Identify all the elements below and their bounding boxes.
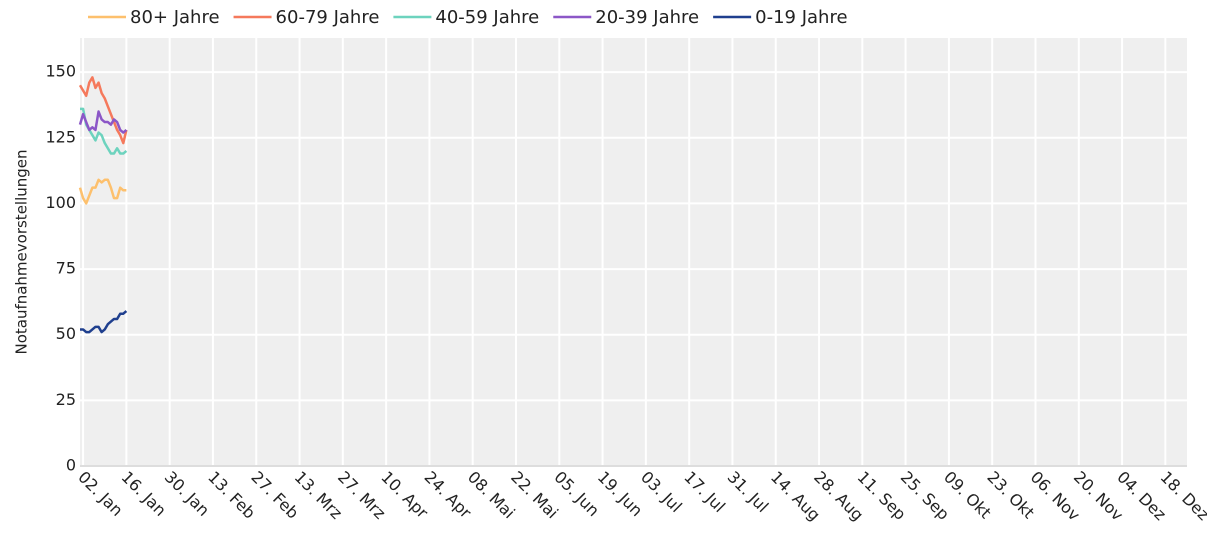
series-line — [78, 178, 127, 205]
legend-label: 80+ Jahre — [130, 7, 220, 28]
x-tick-label: 30. Jan — [161, 467, 213, 519]
legend-label: 40-59 Jahre — [435, 7, 539, 28]
y-tick-label: 25 — [56, 390, 76, 409]
y-tick-label: 100 — [45, 193, 76, 212]
series-line — [80, 310, 128, 334]
y-tick-label: 75 — [56, 259, 76, 278]
legend-label: 0-19 Jahre — [755, 7, 847, 28]
x-tick-label: 08. Mai — [464, 467, 519, 522]
x-tick-label: 02. Jan — [74, 467, 126, 519]
x-tick-label: 13. Feb — [204, 467, 259, 522]
x-tick-label: 10. Apr — [377, 467, 432, 522]
series-line — [78, 76, 128, 145]
x-tick-label: 17. Jul — [680, 467, 729, 516]
x-tick-label: 27. Feb — [247, 467, 302, 522]
x-tick-label: 23. Okt — [983, 467, 1038, 522]
x-tick-label: 22. Mai — [507, 467, 562, 522]
y-tick-label: 125 — [45, 127, 76, 146]
y-tick-label: 0 — [66, 456, 76, 475]
legend-label: 60-79 Jahre — [276, 7, 380, 28]
x-tick-label: 19. Jun — [594, 467, 647, 520]
x-tick-label: 03. Jul — [637, 467, 686, 516]
series-line — [78, 110, 128, 134]
y-tick-label: 150 — [45, 62, 76, 81]
x-tick-label: 31. Jul — [724, 467, 773, 516]
y-axis-title: Notaufnahmevorstellungen — [13, 149, 31, 354]
legend-label: 20-39 Jahre — [595, 7, 699, 28]
y-tick-label: 50 — [56, 324, 76, 343]
x-tick-label: 16. Jan — [118, 467, 170, 519]
x-tick-label: 24. Apr — [421, 467, 476, 522]
plot-background — [80, 38, 1187, 466]
